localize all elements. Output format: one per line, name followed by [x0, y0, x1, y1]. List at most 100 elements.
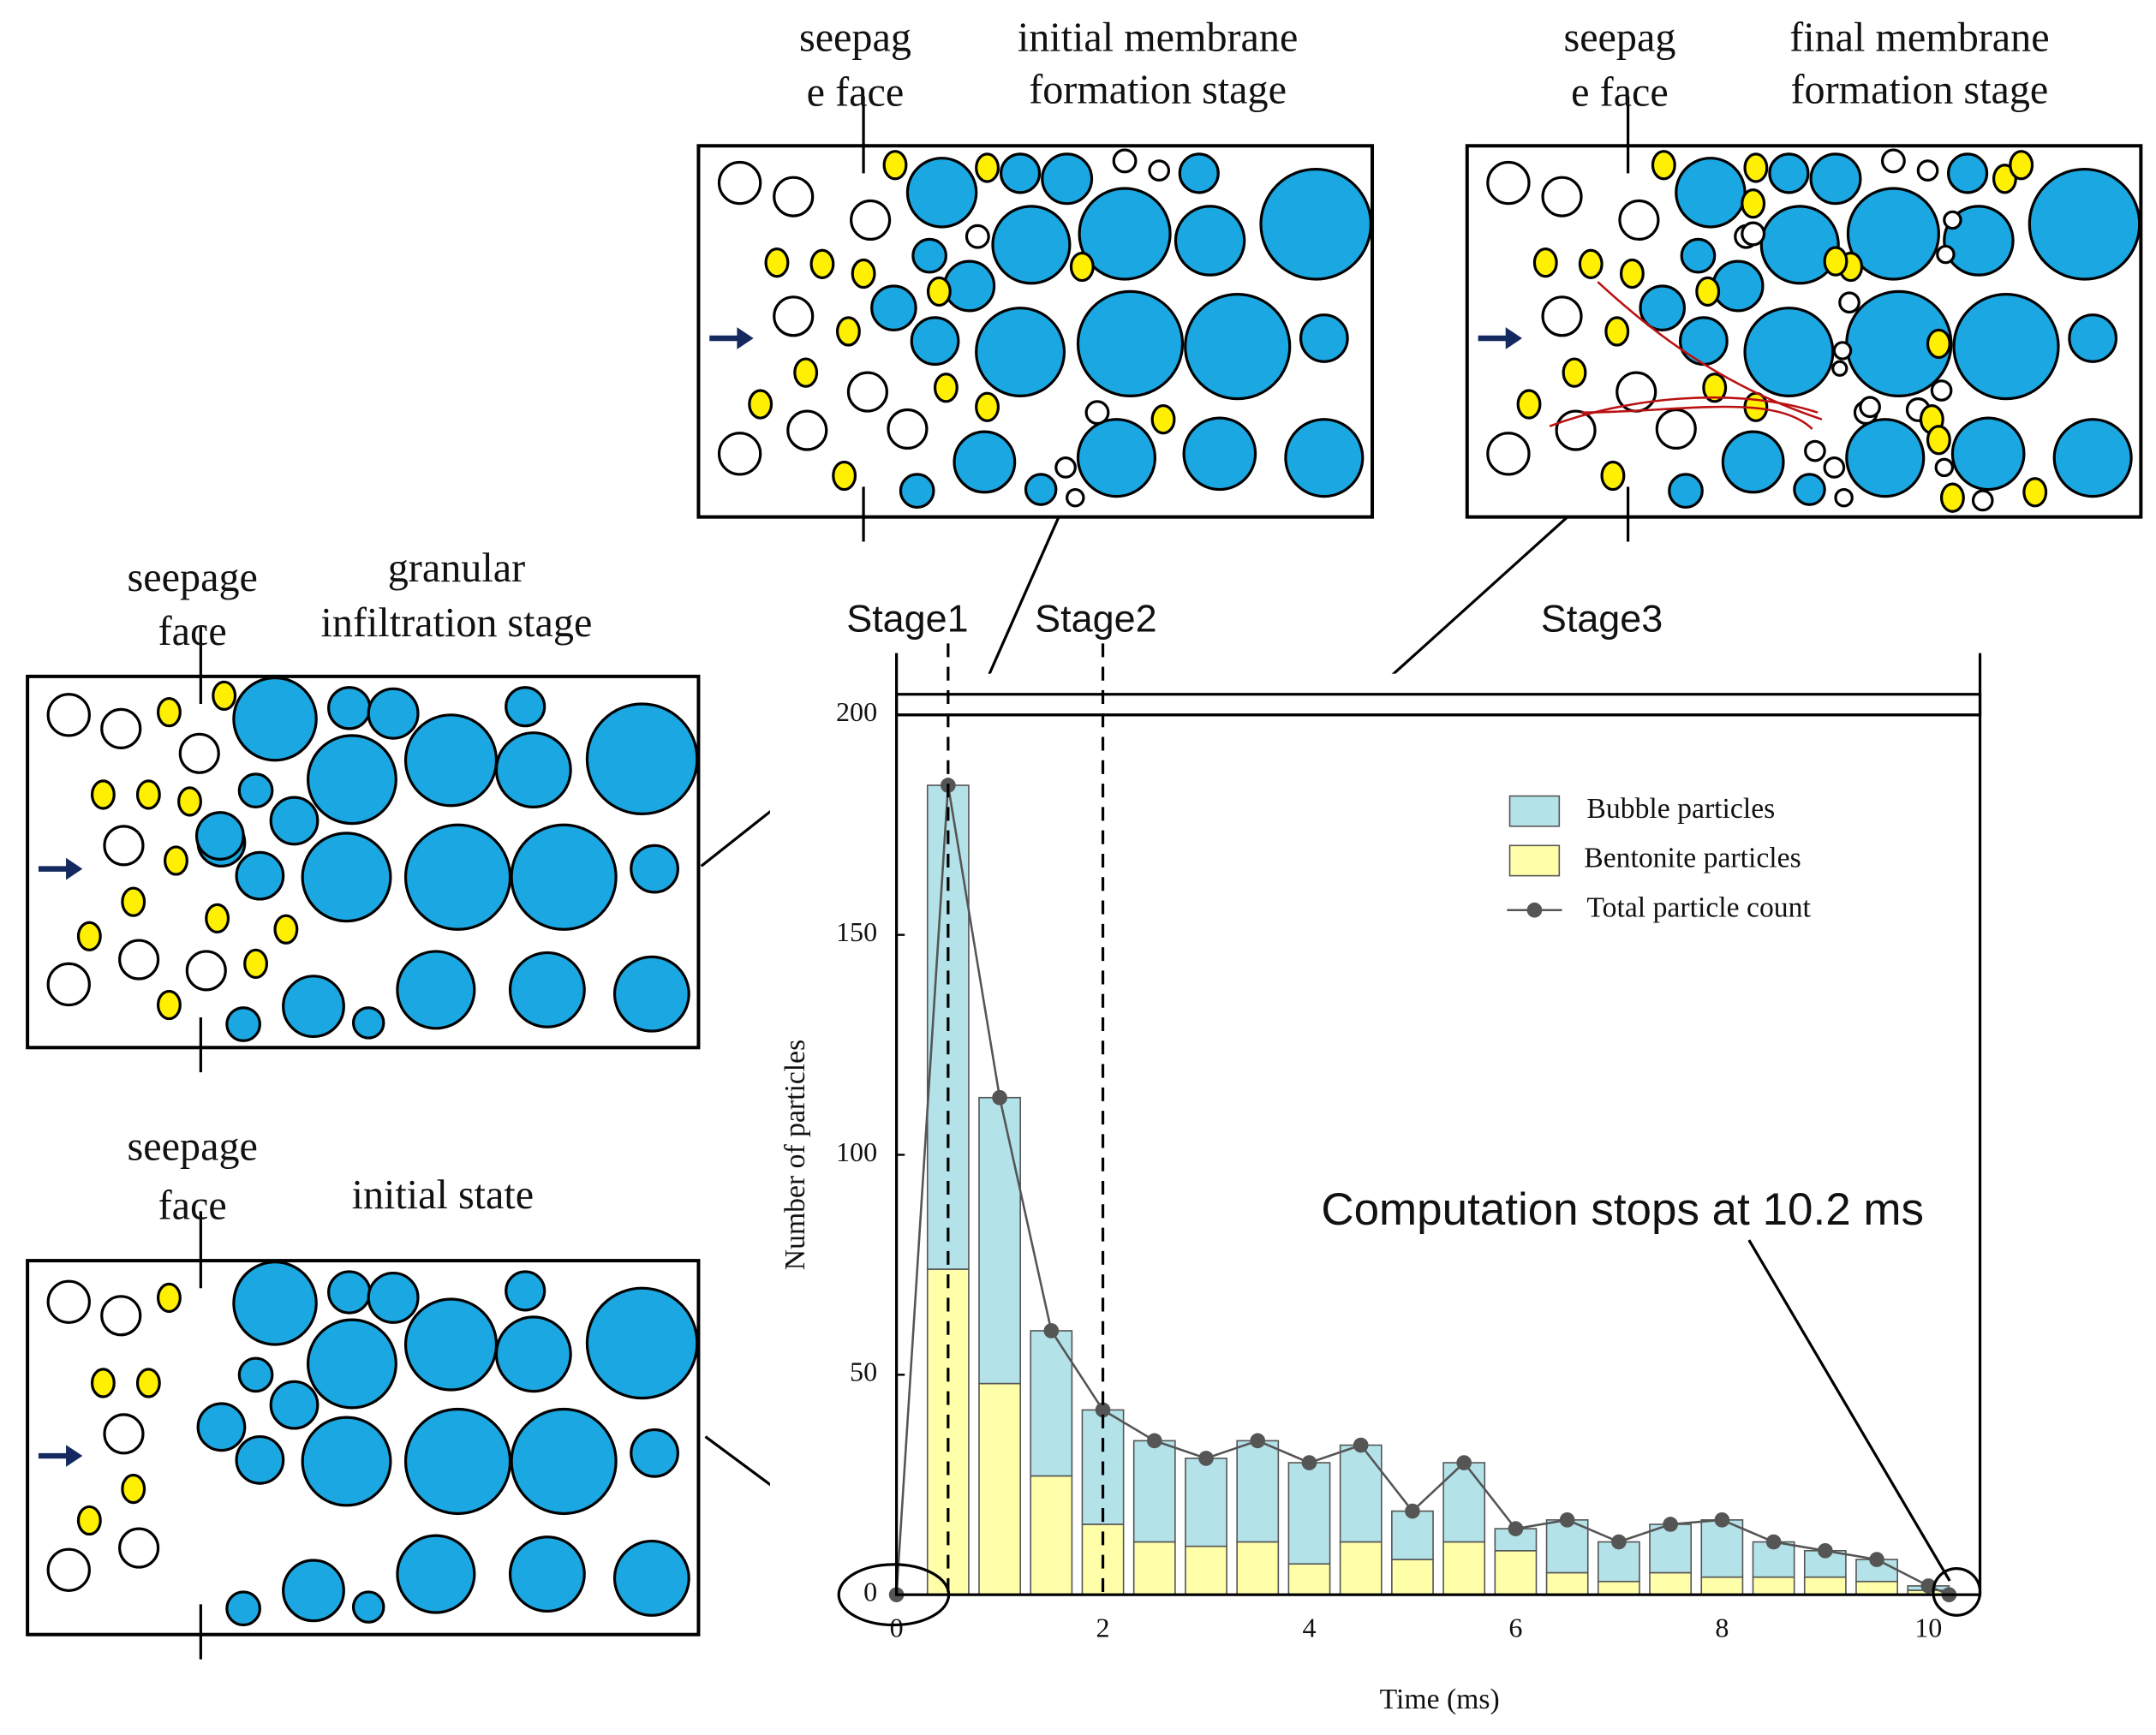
bubble-particle [367, 687, 420, 740]
x-tick-label: 6 [1508, 1612, 1522, 1643]
bubble-particle [282, 1559, 345, 1623]
x-tick-label: 0 [890, 1612, 904, 1643]
bubble-particle [282, 975, 345, 1039]
bentonite-grain [1743, 152, 1769, 183]
soil-grain [773, 295, 815, 337]
soil-grain [46, 962, 91, 1007]
face-label: seepag [1563, 15, 1675, 60]
soil-grain [103, 1413, 145, 1455]
bar-segment [1700, 1519, 1744, 1578]
soil-grain [1148, 159, 1171, 182]
bentonite-grain [975, 391, 1000, 422]
bubble-particle [2068, 313, 2118, 363]
bentonite-grain [164, 845, 188, 876]
x-tick-label: 2 [1096, 1612, 1110, 1643]
bar-segment [1236, 1541, 1280, 1595]
crack-line [1581, 405, 1813, 430]
bar-segment [1391, 1559, 1434, 1595]
soil-grain [1486, 160, 1531, 206]
bubble-particle [1846, 187, 1940, 281]
bentonite-grain [156, 1282, 182, 1314]
bar-segment [1287, 1563, 1331, 1595]
soil-grain [717, 160, 762, 206]
bar-segment [1185, 1545, 1227, 1595]
bentonite-grain [1562, 357, 1587, 388]
bubble-particle [232, 676, 318, 762]
bubble-particle [1041, 152, 1094, 206]
bentonite-grain [2022, 477, 2048, 508]
bubble-particle [225, 1590, 261, 1627]
bubble-particle [510, 1407, 618, 1516]
bubble-particle [327, 1270, 372, 1315]
bubble-particle [269, 1380, 320, 1430]
bubble-particle [403, 713, 499, 808]
bentonite-grain [135, 1368, 161, 1398]
soil-grain [1066, 487, 1085, 508]
bentonite-grain [832, 460, 857, 492]
bentonite-grain [1695, 276, 1721, 307]
bentonite-grain [1741, 188, 1766, 219]
y-tick-label: 150 [836, 916, 877, 947]
connector-line [1370, 516, 1569, 695]
bubble-particle [508, 1535, 586, 1613]
bubble-particle [943, 259, 996, 313]
bubble-particle [505, 1270, 546, 1312]
bubble-particle [910, 316, 960, 367]
plot-frame [895, 713, 1982, 1596]
total-marker [1405, 1503, 1420, 1519]
face-label: face [158, 609, 227, 654]
bubble-particle [1952, 293, 2060, 401]
panel-title: formation stage [1791, 67, 2049, 112]
bar-segment [1803, 1576, 1847, 1595]
bubble-particle [1024, 473, 1058, 506]
bentonite-grain [1516, 389, 1542, 420]
bubble-particle [237, 772, 274, 808]
bubble-particle [396, 1534, 476, 1614]
face-label: seepage [128, 555, 258, 600]
soil-grain [1618, 199, 1660, 241]
bar-segment [1545, 1519, 1589, 1574]
bubble-particle [612, 955, 690, 1033]
soil-grain [1541, 295, 1583, 337]
bar-segment [1649, 1571, 1693, 1595]
soil-grain [1831, 360, 1848, 377]
bubble-particle [630, 1428, 679, 1478]
soil-grain [103, 825, 145, 867]
flow-arrow [1478, 327, 1522, 349]
total-line [895, 784, 1950, 1596]
bentonite-grain [851, 258, 876, 289]
panel-title: infiltration stage [321, 600, 593, 646]
x-axis-label: Time (ms) [1380, 1684, 1500, 1715]
bubble-particle [2028, 167, 2141, 281]
panel-title: final membrane [1789, 15, 2049, 60]
bar-segment [1185, 1458, 1227, 1547]
face-label: seepag [799, 15, 911, 60]
bar-segment [1030, 1330, 1073, 1477]
bentonite-grain [809, 248, 835, 279]
soil-grain [100, 707, 142, 749]
flow-arrow [709, 327, 754, 349]
bubble-particle [1174, 205, 1246, 277]
bentonite-grain [793, 357, 819, 388]
total-marker [1765, 1534, 1782, 1550]
bar-segment [1545, 1571, 1589, 1595]
panel-title: granular [388, 546, 525, 591]
bubble-particle [403, 1297, 499, 1392]
soil-grain [786, 409, 828, 451]
soil-grain [118, 939, 160, 981]
x-tick-label: 10 [1914, 1612, 1942, 1643]
bentonite-grain [205, 903, 230, 934]
connector-line [979, 516, 1060, 695]
bubble-particle [2052, 418, 2133, 498]
soil-grain [1832, 341, 1853, 361]
x-tick-label: 8 [1715, 1612, 1729, 1643]
bubble-particle [585, 702, 699, 816]
x-tick-label: 4 [1302, 1612, 1316, 1643]
bar-segment [1855, 1580, 1898, 1595]
bubble-particle [225, 1006, 261, 1042]
bubble-particle [269, 796, 320, 846]
bubble-particle [585, 1286, 699, 1400]
bentonite-grain [1604, 316, 1630, 347]
bubble-particle [975, 307, 1066, 398]
soil-grain [773, 176, 815, 218]
